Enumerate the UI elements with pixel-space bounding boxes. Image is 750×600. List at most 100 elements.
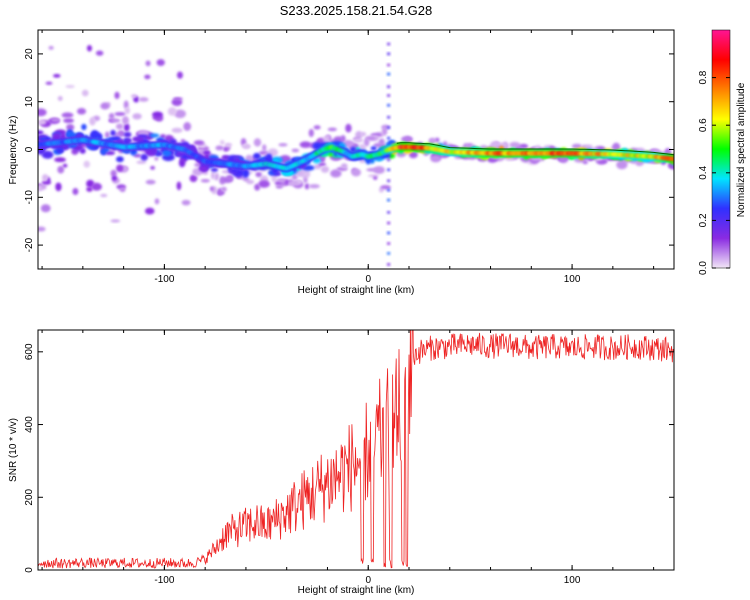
spectrogram-cell [144,207,155,215]
spectrogram-cell [89,116,96,126]
spectrogram-cell [38,119,47,125]
spectrogram-cell [210,171,215,180]
spectrogram-cell [181,199,191,206]
spectrogram-cell [312,157,321,164]
spectrogram-cell [387,179,391,183]
spectrogram-cell [223,146,229,152]
spectrogram-cell [200,179,210,183]
spectrogram-cell [351,168,362,177]
spectrogram-cell [313,125,321,130]
spectrogram-cell [303,176,308,184]
colorbar: 0.0 0.2 0.4 0.6 0.8 Normalized spectral ampl… [698,29,747,275]
spectrogram-cell [124,106,131,115]
spectrogram-cell [123,131,132,138]
spectrogram-cell [387,242,391,245]
spectrogram-cell [291,148,300,153]
spectrogram-cell [123,123,130,132]
spectrogram-cell [150,165,156,170]
spectrogram-cell [373,176,378,180]
snr-series-line [38,330,674,569]
spectrogram-tone-edge [396,142,674,156]
spectrogram-cell [509,141,521,148]
spectrogram-cell [671,157,674,161]
spectrogram-cell [45,81,53,85]
colorbar-label: Normalized spectral amplitude [736,82,747,217]
spectrogram-cell [108,112,115,120]
spectrogram-cell [616,160,628,170]
spectrogram-cell [131,94,137,98]
snr-ticks: -100 0 100 0 200 400 600 [24,330,674,586]
spectrogram-cell [90,130,99,138]
spectrogram-cell [76,108,87,115]
snr-x-axis-label: Height of straight line (km) [298,585,415,596]
spectrogram-cell [167,107,177,116]
spectrogram-cell [299,141,312,148]
spectrogram-cell [132,136,144,143]
spectrogram-cell [304,183,310,190]
spectrogram-cell [559,154,569,164]
colorbar-tick-label: 0.8 [698,70,709,84]
spectrogram-y-tick-label: 0 [24,146,35,152]
spectrogram-x-axis-label: Height of straight line (km) [298,285,415,296]
spectrogram-cell [288,181,300,186]
spectrogram-cell [156,59,165,67]
spectrogram-cell [435,137,440,143]
spectrogram-cell [149,133,160,138]
spectrogram-y-tick-label: -20 [24,237,35,252]
spectrogram-cell [430,155,442,163]
spectrogram-cell [55,182,62,192]
spectrogram-cell [54,157,66,163]
spectrogram-cell [465,143,474,147]
spectrogram-cell [253,138,262,147]
spectrogram-cell [162,149,172,157]
snr-x-tick-label: 100 [564,575,581,586]
spectrogram-cell [253,152,261,159]
spectrogram-cell [110,169,117,177]
spectrogram-cell [61,112,74,118]
spectrogram-cell [119,187,126,193]
spectrogram-cell [318,162,327,167]
spectrogram-cell [81,89,89,97]
spectrogram-cell [408,151,418,159]
spectrogram-heatmap [38,42,674,266]
spectrogram-cell [242,169,250,178]
spectrogram-cell [262,144,267,152]
snr-y-tick-label: 600 [24,343,35,360]
spectrogram-cell [176,181,182,191]
snr-y-tick-label: 200 [24,488,35,505]
spectrogram-cell [363,138,370,147]
spectrogram-cell [387,168,391,172]
spectrogram-cell [189,174,198,183]
spectrogram-cell [401,135,413,143]
spectrogram-cell [387,94,391,97]
spectrogram-cell [330,169,342,178]
spectrogram-cell [60,132,66,140]
spectrogram-cell [154,198,160,205]
spectrogram-cell [224,142,233,147]
spectrogram-cell [145,60,151,67]
spectrogram-cell [116,164,124,173]
spectrogram-cell [387,251,391,255]
spectrogram-cell [243,144,251,149]
spectrogram-cell [274,180,282,186]
spectrogram-cell [81,123,87,131]
snr-panel: -100 0 100 0 200 400 600 Height of straight li… [8,329,675,596]
spectrogram-cell [100,102,110,110]
spectrogram-cell [582,160,588,165]
spectrogram-cell [387,85,391,89]
spectrogram-cell [265,153,273,163]
spectrogram-cell [308,128,314,138]
spectrogram-cell [121,116,129,125]
spectrogram-cell [171,127,183,133]
spectrogram-cell [53,73,61,78]
spectrogram-cell [172,97,183,101]
spectrogram-cell [86,186,93,192]
spectrogram-cell [571,143,582,149]
spectrogram-cell [100,148,107,156]
spectrogram-y-tick-label: 20 [24,48,35,60]
spectrogram-cell [65,84,75,89]
spectrogram-cell [56,147,64,153]
spectrogram-cell [83,160,91,168]
spectrogram-cell [38,130,44,135]
